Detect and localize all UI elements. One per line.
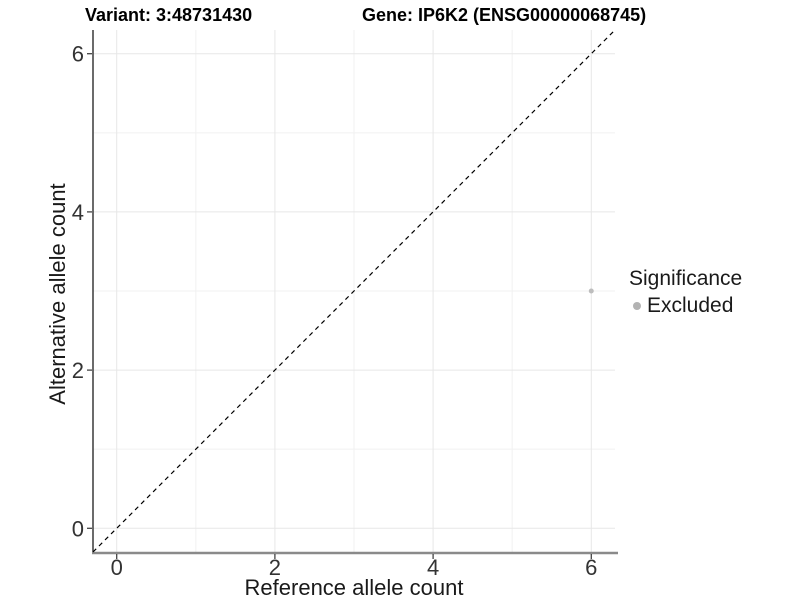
x-tick-label: 2 <box>269 555 281 580</box>
y-tick-label: 2 <box>72 358 84 383</box>
legend: Significance Excluded <box>629 267 742 318</box>
y-tick-label: 6 <box>72 42 84 67</box>
x-axis-title: Reference allele count <box>244 575 464 600</box>
legend-point-icon <box>633 302 641 310</box>
y-tick-label: 0 <box>72 516 84 541</box>
identity-dashed-line <box>92 29 616 553</box>
gene-title: Gene: IP6K2 (ENSG00000068745) <box>362 5 647 25</box>
y-axis-title: Alternative allele count <box>45 183 70 405</box>
legend-title: Significance <box>629 267 743 290</box>
x-tick-label: 6 <box>585 555 597 580</box>
x-tick-label: 0 <box>111 555 123 580</box>
y-tick-label: 4 <box>72 200 84 225</box>
legend-item-label: Excluded <box>647 294 734 317</box>
data-point <box>588 288 594 294</box>
legend-item-excluded: Excluded <box>633 294 742 318</box>
variant-title: Variant: 3:48731430 <box>85 5 253 25</box>
x-tick-label: 4 <box>427 555 439 580</box>
